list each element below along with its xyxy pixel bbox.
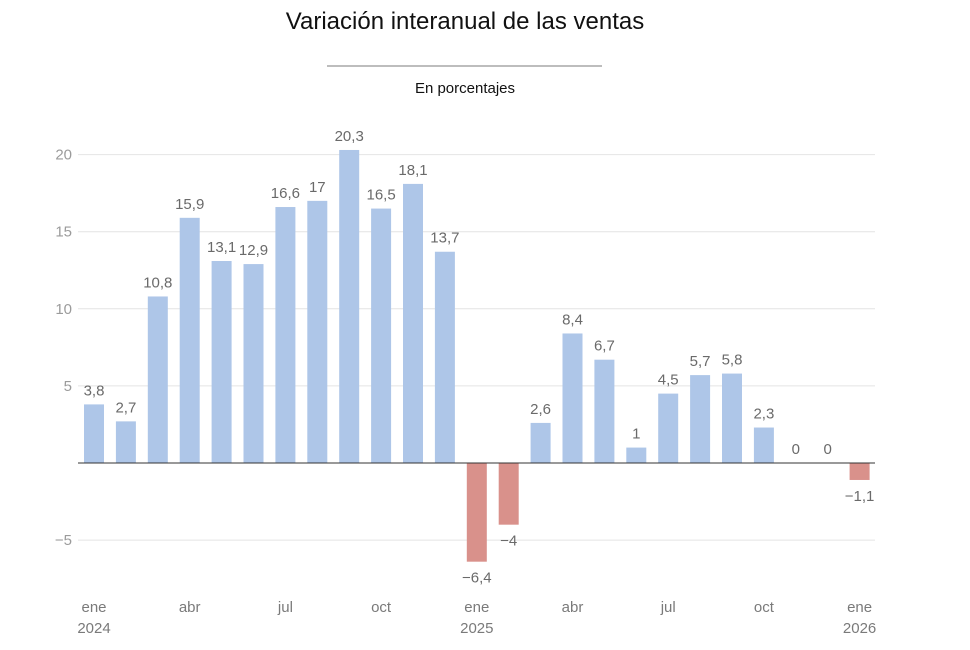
bar-abr-2024 — [179, 217, 200, 463]
bar-jun-2024 — [243, 264, 264, 463]
bars — [84, 149, 870, 562]
value-label: 0 — [792, 441, 800, 458]
chart-subtitle: En porcentajes — [414, 80, 516, 97]
bar-mar-2025 — [530, 422, 551, 463]
bar-ene-2024 — [84, 404, 104, 463]
value-label: 13,1 — [207, 239, 236, 256]
value-label: 5,7 — [690, 353, 711, 370]
value-label: 2,7 — [115, 399, 136, 416]
chart-title: Variación interanual de las ventas — [285, 8, 645, 35]
bar-dic-2024 — [434, 251, 455, 463]
x-tick-month: jul — [277, 599, 293, 616]
y-tick-label: 5 — [64, 378, 72, 395]
bar-sep-2025 — [722, 373, 742, 463]
bar-ene-2026 — [849, 463, 870, 480]
value-label: 1 — [632, 426, 640, 443]
value-label: 10,8 — [143, 274, 172, 291]
x-tick-month: ene — [847, 599, 872, 616]
value-label: −1,1 — [845, 488, 875, 505]
value-label: 2,6 — [530, 401, 551, 418]
value-label: −6,4 — [462, 570, 492, 587]
value-label: 13,7 — [430, 230, 459, 247]
value-label: −4 — [500, 533, 517, 550]
bar-jul-2025 — [658, 393, 679, 463]
value-label: 8,4 — [562, 311, 583, 328]
bar-jul-2024 — [275, 207, 296, 463]
bar-jun-2025 — [626, 447, 647, 463]
y-tick-label: 15 — [55, 224, 72, 241]
x-tick-year: 2024 — [77, 620, 110, 637]
value-label: 6,7 — [594, 338, 615, 355]
bar-nov-2024 — [403, 183, 423, 463]
x-tick-month: oct — [754, 599, 775, 616]
value-label: 17 — [309, 179, 326, 196]
x-tick-month: oct — [371, 599, 392, 616]
value-label: 5,8 — [722, 352, 743, 369]
x-tick-year: 2026 — [843, 620, 876, 637]
bar-oct-2025 — [753, 427, 774, 463]
bar-mar-2024 — [147, 296, 168, 463]
x-tick-month: jul — [660, 599, 676, 616]
bar-feb-2025 — [498, 463, 519, 525]
bar-feb-2024 — [115, 421, 136, 463]
value-label: 20,3 — [335, 128, 364, 145]
x-tick-month: abr — [562, 599, 584, 616]
bar-may-2025 — [594, 359, 615, 463]
x-tick-month: ene — [464, 599, 489, 616]
value-label: 3,8 — [84, 382, 105, 399]
title-divider — [327, 65, 602, 67]
value-label: 16,6 — [271, 185, 300, 202]
x-tick-year: 2025 — [460, 620, 493, 637]
value-label: 12,9 — [239, 242, 268, 259]
bar-ene-2025 — [466, 463, 487, 562]
value-labels: 3,8 2,7 10,8 15,9 13,1 12,9 16,6 17 20,3 16,518,1… — [84, 128, 875, 587]
value-label: 4,5 — [658, 372, 679, 389]
value-label: 16,5 — [366, 187, 395, 204]
value-label: 15,9 — [175, 196, 204, 213]
bar-may-2024 — [211, 260, 232, 463]
y-tick-label: 10 — [55, 301, 72, 318]
x-tick-month: abr — [179, 599, 201, 616]
y-axis-labels: −5 5 10 15 20 — [55, 147, 72, 549]
y-tick-label: 20 — [55, 147, 72, 164]
bar-abr-2025 — [562, 333, 583, 463]
bar-ago-2024 — [307, 200, 328, 464]
bar-oct-2024 — [371, 208, 392, 463]
bar-sep-2024 — [339, 149, 360, 463]
value-label: 0 — [824, 441, 832, 458]
bar-ago-2025 — [690, 375, 711, 463]
x-tick-month: ene — [81, 599, 106, 616]
value-label: 18,1 — [398, 162, 427, 179]
x-axis-labels: ene 2024 abr jul oct ene 2025 abr jul oct ene 2026 — [77, 599, 876, 637]
y-tick-label: −5 — [55, 532, 72, 549]
value-label: 2,3 — [753, 406, 774, 423]
